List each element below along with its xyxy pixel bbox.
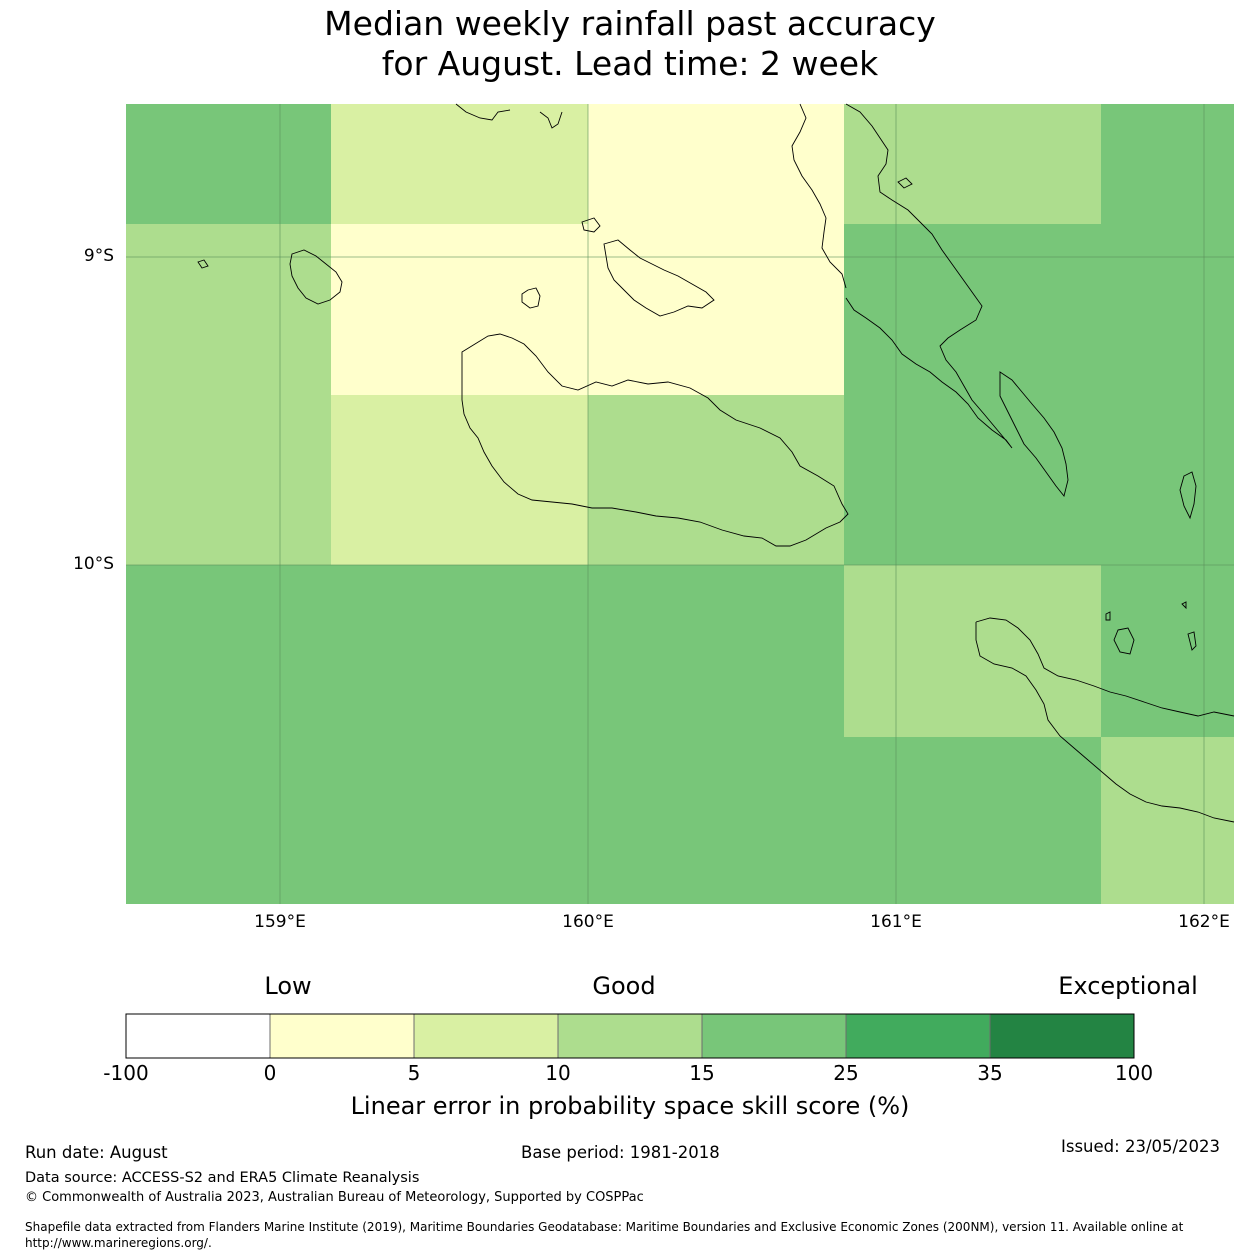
- colorbar-tick-label: 0: [263, 1061, 277, 1085]
- coastline-ulawa: [1113, 627, 1135, 655]
- skill-cell: [1101, 104, 1234, 224]
- issued-date: Issued: 23/05/2023: [1061, 1137, 1221, 1156]
- lon-label-162e: 162°E: [1178, 912, 1230, 932]
- skill-cell: [844, 565, 1101, 737]
- skill-cell: [331, 104, 588, 224]
- skill-cell: [1101, 565, 1234, 737]
- skill-cell: [844, 224, 1101, 395]
- colorbar-label-exceptional: Exceptional: [1058, 972, 1198, 1000]
- colorbar-tick-label: 35: [977, 1061, 1003, 1085]
- coastline-guadalcanal: [461, 333, 849, 547]
- map-title: Median weekly rainfall past accuracy for…: [0, 4, 1260, 84]
- coastline-savo: [521, 287, 541, 309]
- lon-label-159e: 159°E: [254, 912, 306, 932]
- skill-cell: [1101, 395, 1234, 565]
- coastline-russell-islands: [289, 249, 343, 305]
- skill-cell: [844, 104, 1101, 224]
- colorbar-tick-label: 5: [407, 1061, 421, 1085]
- skill-cell: [844, 395, 1101, 565]
- coastline-small-island-7: [1105, 611, 1111, 621]
- coastline-new-georgia-tip: [455, 103, 511, 121]
- coastline-malaita: [845, 103, 1013, 449]
- coastline-small-island-6: [1187, 631, 1197, 651]
- skill-cell: [331, 737, 588, 904]
- skill-cell: [1101, 224, 1234, 395]
- coastline-malaita-east: [791, 103, 847, 289]
- skill-cell: [126, 104, 331, 224]
- lat-label-9s: 9°S: [83, 246, 114, 266]
- coastline-makira-south: [975, 622, 1235, 823]
- colorbar-title: Linear error in probability space skill …: [350, 1092, 910, 1120]
- coastline-makira: [975, 617, 1235, 717]
- skill-cell: [588, 104, 844, 224]
- coastline-small-island-4: [1179, 471, 1197, 520]
- colorbar-tick-label: 10: [545, 1061, 571, 1085]
- data-source: Data source: ACCESS-S2 and ERA5 Climate …: [25, 1170, 420, 1186]
- graticule: [126, 104, 1234, 904]
- skill-cell: [126, 395, 331, 565]
- title-line-2: for August. Lead time: 2 week: [381, 44, 879, 83]
- coastline-small-island-2: [581, 217, 601, 233]
- base-period: Base period: 1981-2018: [521, 1143, 720, 1162]
- shapefile-credit-line-1: Shapefile data extracted from Flanders M…: [25, 1220, 1184, 1234]
- colorbar-tick-label: -100: [103, 1061, 149, 1085]
- colorbar-label-good: Good: [592, 972, 656, 1000]
- coastline-small-malaita: [999, 371, 1069, 497]
- lon-label-160e: 160°E: [562, 912, 614, 932]
- coastline-florida-islands: [603, 239, 715, 317]
- skill-cell: [844, 737, 1101, 904]
- skill-cells: [126, 104, 1234, 904]
- skill-cell: [588, 395, 844, 565]
- lon-label-161e: 161°E: [870, 912, 922, 932]
- colorbar-tick-label: 100: [1114, 1061, 1154, 1085]
- shapefile-credit-line-2: http://www.marineregions.org/.: [25, 1236, 212, 1250]
- skill-cell: [331, 565, 588, 737]
- colorbar-tick-label: 25: [833, 1061, 859, 1085]
- skill-cell: [588, 224, 844, 395]
- coastline-small-island-1: [197, 259, 209, 269]
- coastline-small-island-5: [1181, 601, 1187, 610]
- skill-cell: [126, 565, 331, 737]
- copyright: © Commonwealth of Australia 2023, Austra…: [25, 1190, 644, 1205]
- lat-label-10s: 10°S: [73, 554, 114, 574]
- run-date: Run date: August: [25, 1143, 168, 1162]
- skill-cell: [588, 565, 844, 737]
- skill-cell: [1101, 737, 1234, 904]
- coastline-small-island-3: [897, 177, 913, 189]
- skill-cell: [126, 737, 331, 904]
- skill-cell: [588, 737, 844, 904]
- skill-cell: [126, 224, 331, 395]
- title-line-1: Median weekly rainfall past accuracy: [324, 4, 936, 43]
- colorbar-tick-label: 15: [689, 1061, 715, 1085]
- coastline-islet-north: [539, 111, 563, 129]
- skill-cell: [331, 224, 588, 395]
- skill-cell: [331, 395, 588, 565]
- colorbar-label-low: Low: [264, 972, 312, 1000]
- coastlines: [197, 103, 1235, 823]
